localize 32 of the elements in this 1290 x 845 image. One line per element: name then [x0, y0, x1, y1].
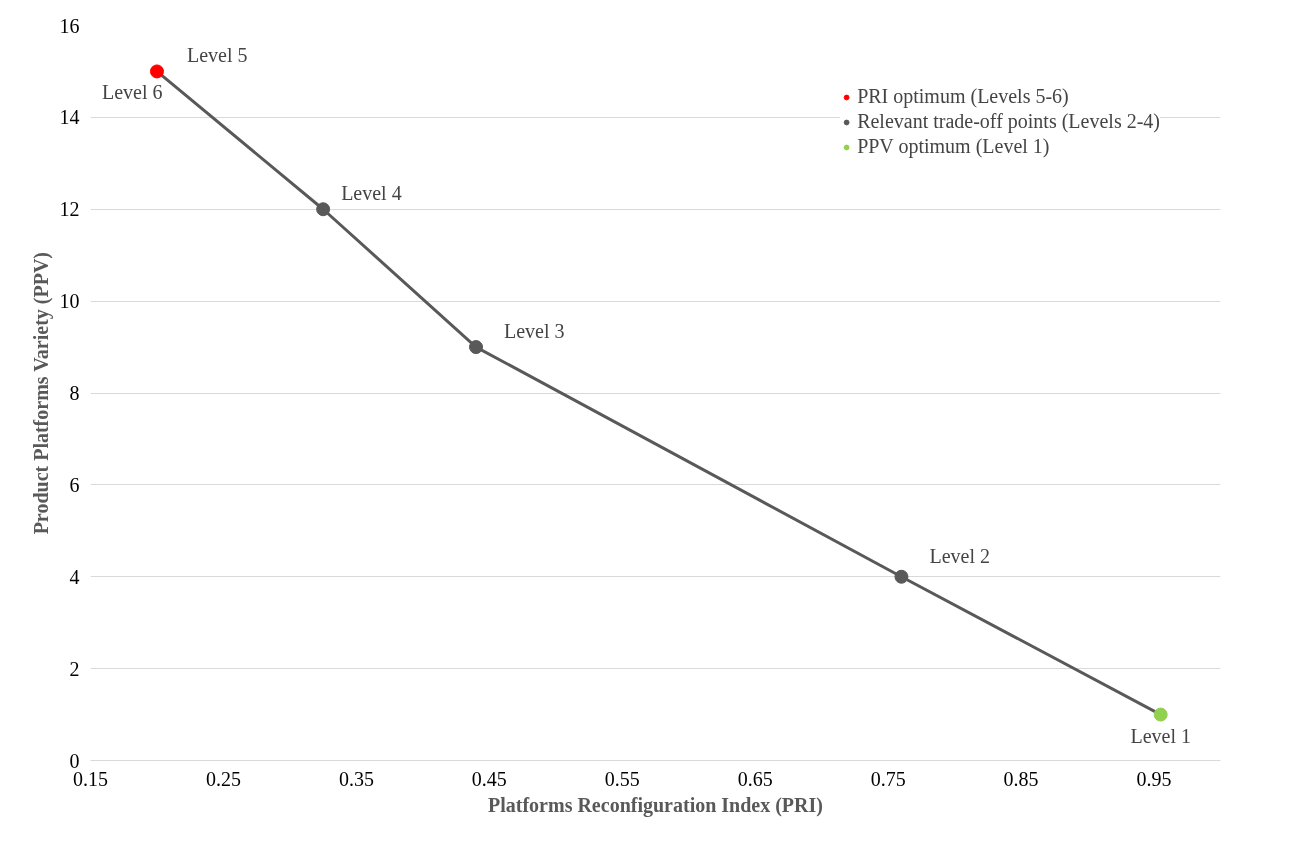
- annotation: Level 2: [929, 544, 990, 567]
- annotation: Level 4: [341, 182, 402, 205]
- x-tick-label: 0.35: [338, 767, 374, 790]
- y-tick-label: 2: [69, 657, 80, 680]
- x-tick-label: 0.75: [870, 767, 906, 790]
- annotation: Level 1: [1130, 724, 1191, 747]
- x-tick-label: 0.55: [604, 767, 640, 790]
- annotation: Level 6: [101, 81, 163, 104]
- x-tick-label: 0.45: [471, 767, 507, 790]
- y-tick-label: 4: [69, 565, 80, 588]
- y-tick-label: 10: [59, 290, 80, 313]
- point: [894, 569, 909, 584]
- y-axis-title: Product Platforms Variety (PPV): [29, 252, 53, 535]
- annotation: Level 3: [504, 320, 565, 343]
- legend-label: Relevant trade-off points (Levels 2-4): [857, 110, 1160, 133]
- y-tick-label: 14: [59, 106, 80, 129]
- legend-label: PPV optimum (Level 1): [857, 135, 1050, 158]
- y-tick-label: 12: [59, 198, 80, 221]
- point: [469, 340, 484, 355]
- annotation: Level 5: [186, 44, 248, 67]
- legend-label: PRI optimum (Levels 5-6): [857, 85, 1069, 108]
- point: [1153, 707, 1168, 722]
- point: [316, 202, 331, 217]
- point: [149, 64, 164, 79]
- x-tick-label: 0.85: [1003, 767, 1039, 790]
- x-tick-label: 0.25: [205, 767, 241, 790]
- x-axis-title: Platforms Reconfiguration Index (PRI): [488, 793, 823, 817]
- y-tick-label: 6: [69, 473, 80, 496]
- y-tick-label: 16: [59, 14, 80, 37]
- x-tick-label: 0.95: [1136, 767, 1172, 790]
- y-tick-label: 8: [69, 382, 80, 404]
- x-tick-label: 0.65: [737, 767, 773, 790]
